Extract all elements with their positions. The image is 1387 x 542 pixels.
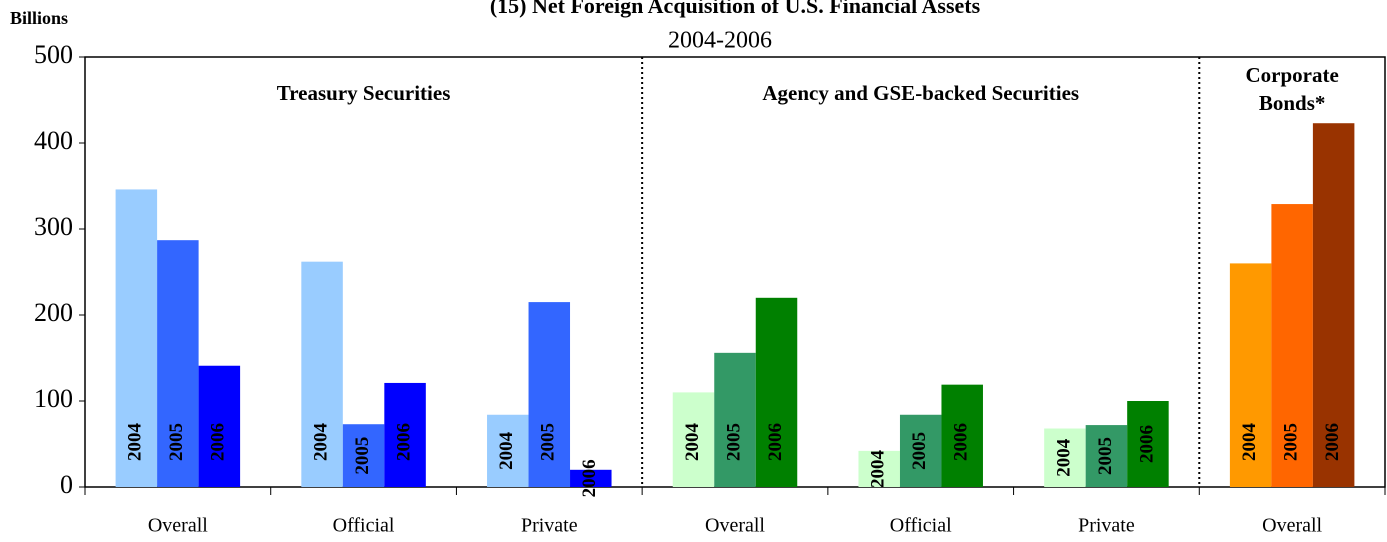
data-label: 2004 — [310, 423, 331, 462]
section-label: Corporate — [1245, 63, 1338, 87]
chart-subtitle: 2004-2006 — [668, 28, 772, 54]
data-label: 2006 — [393, 423, 414, 461]
bar — [1044, 428, 1086, 487]
y-tick-label: 0 — [60, 470, 73, 499]
data-label: 2004 — [496, 431, 517, 470]
bar — [528, 302, 571, 487]
data-label: 2006 — [579, 459, 600, 497]
data-label: 2005 — [352, 437, 373, 475]
data-label: 2006 — [1136, 425, 1157, 463]
data-label: 2006 — [1322, 423, 1343, 461]
bar — [157, 240, 199, 487]
data-label: 2006 — [765, 423, 786, 461]
x-tick-label: Overall — [705, 515, 765, 537]
y-tick-label: 500 — [34, 40, 73, 69]
data-label: 2004 — [1239, 423, 1260, 462]
x-tick-label: Private — [1078, 515, 1135, 537]
data-label: 2004 — [682, 423, 703, 462]
data-label: 2005 — [166, 423, 187, 461]
bar — [899, 414, 942, 487]
data-label: 2005 — [538, 423, 559, 461]
bar — [714, 352, 756, 487]
data-label: 2006 — [951, 423, 972, 461]
x-tick-label: Private — [521, 515, 578, 537]
bar — [755, 297, 798, 487]
x-tick-label: Overall — [1262, 515, 1322, 537]
data-label: 2005 — [1095, 437, 1116, 475]
bar — [1229, 263, 1272, 487]
x-tick-label: Official — [333, 515, 395, 537]
bar — [1127, 401, 1169, 487]
bar — [342, 424, 385, 487]
bar — [384, 382, 426, 487]
bar — [301, 261, 343, 487]
chart-title: (15) Net Foreign Acquisition of U.S. Fin… — [490, 0, 981, 18]
y-tick-label: 400 — [34, 126, 73, 155]
data-label: 2006 — [208, 423, 229, 461]
bar — [487, 414, 529, 487]
y-axis-label: Billions — [10, 8, 68, 28]
bar — [115, 189, 158, 487]
section-label: Bonds* — [1259, 91, 1326, 115]
y-tick-label: 300 — [34, 212, 73, 241]
data-label: 2005 — [723, 423, 744, 461]
bar — [858, 450, 900, 487]
data-label: 2004 — [125, 423, 146, 462]
bar — [198, 365, 241, 487]
bar — [1271, 204, 1313, 487]
bar — [672, 392, 715, 487]
data-label: 2004 — [1053, 438, 1074, 477]
data-label: 2005 — [1281, 423, 1302, 461]
bar — [1312, 123, 1355, 487]
y-tick-label: 100 — [34, 384, 73, 413]
section-label: Agency and GSE-backed Securities — [762, 81, 1079, 105]
section-label: Treasury Securities — [277, 81, 451, 105]
bar — [1085, 425, 1128, 487]
data-label: 2004 — [868, 449, 889, 488]
x-tick-label: Official — [890, 515, 952, 537]
x-tick-label: Overall — [148, 515, 208, 537]
bar — [570, 469, 612, 487]
data-label: 2005 — [909, 432, 930, 470]
y-tick-label: 200 — [34, 298, 73, 327]
bar — [941, 384, 983, 487]
